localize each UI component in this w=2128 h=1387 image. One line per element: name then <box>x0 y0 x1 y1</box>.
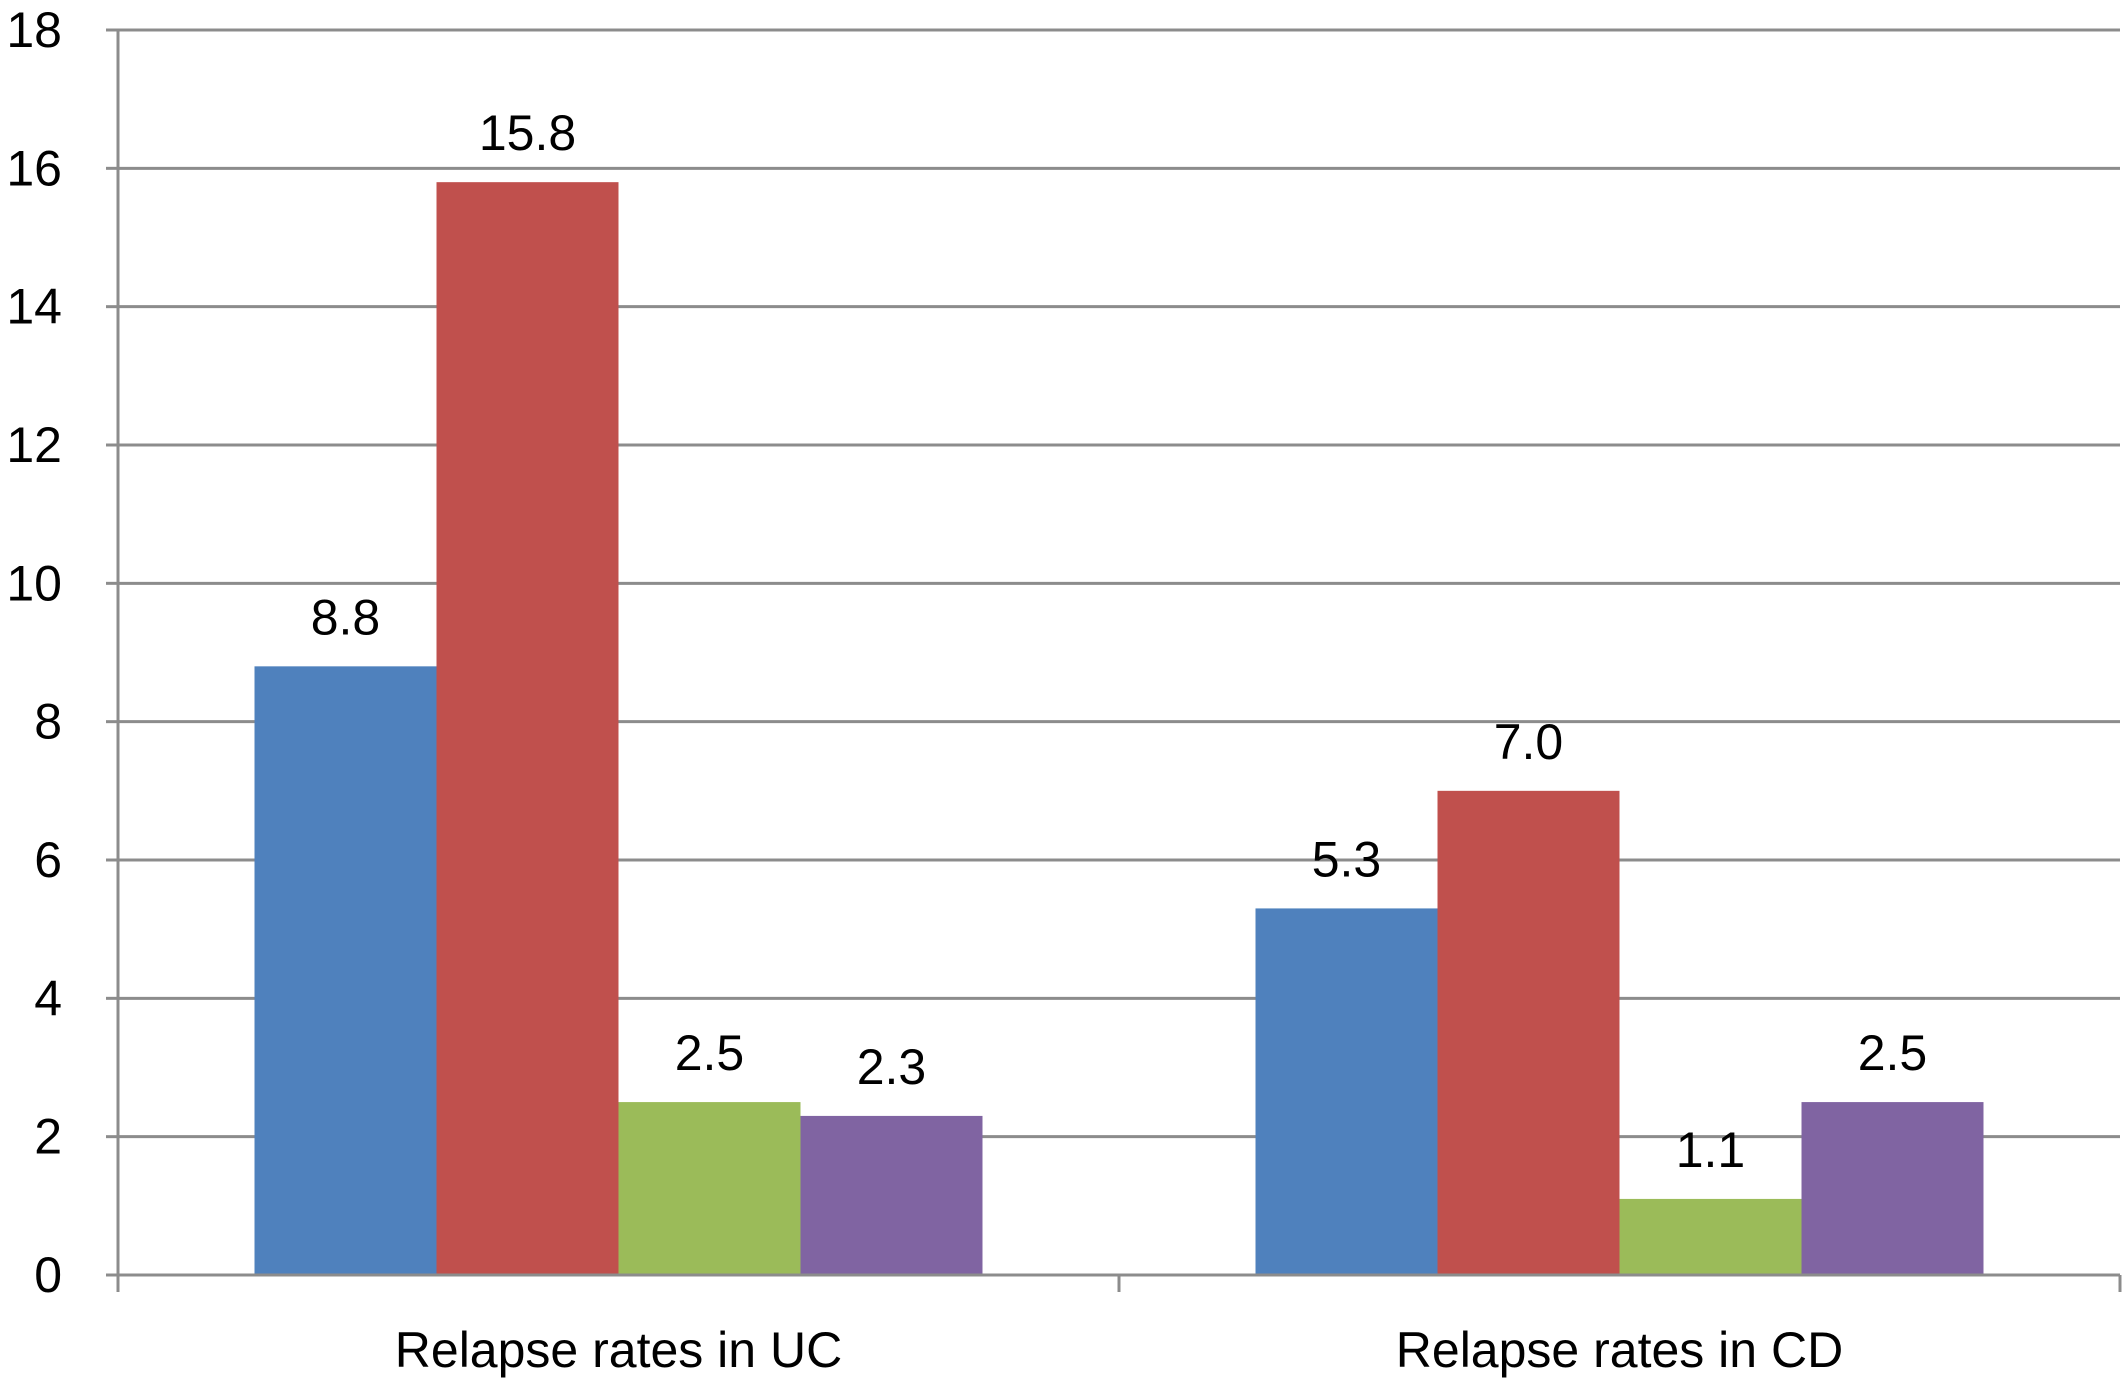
data-label: 2.5 <box>1858 1025 1928 1081</box>
labels: 0 2 4 6 8 10 12 14 16 18 8.8 15.8 2.5 2.3 Relapse rate… <box>6 2 1927 1378</box>
y-tick-label: 2 <box>34 1109 62 1165</box>
bar <box>800 1115 983 1275</box>
x-category-label: Relapse rates in CD <box>1396 1322 1843 1378</box>
data-label: 2.5 <box>675 1025 745 1081</box>
bar <box>254 666 437 1275</box>
bars <box>254 182 1984 1276</box>
data-label: 15.8 <box>479 105 576 161</box>
bar <box>1619 1198 1802 1275</box>
data-label: 8.8 <box>311 589 381 645</box>
y-tick-label: 14 <box>6 279 62 335</box>
bar <box>1437 790 1620 1275</box>
bar <box>1801 1102 1984 1275</box>
data-label: 7.0 <box>1494 714 1564 770</box>
data-label: 5.3 <box>1312 831 1382 887</box>
bar <box>618 1102 801 1275</box>
data-label: 2.3 <box>857 1039 927 1095</box>
y-tick-label: 10 <box>6 555 62 611</box>
y-tick-label: 18 <box>6 2 62 58</box>
y-tick-label: 12 <box>6 417 62 473</box>
y-tick-label: 6 <box>34 832 62 888</box>
y-tick-label: 4 <box>34 970 62 1026</box>
x-category-label: Relapse rates in UC <box>395 1322 842 1378</box>
y-tick-label: 8 <box>34 694 62 750</box>
data-label: 1.1 <box>1676 1122 1746 1178</box>
bar <box>436 182 619 1276</box>
y-tick-label: 0 <box>34 1247 62 1303</box>
axes <box>106 28 2122 1292</box>
bar <box>1255 908 1438 1275</box>
y-tick-label: 16 <box>6 140 62 196</box>
